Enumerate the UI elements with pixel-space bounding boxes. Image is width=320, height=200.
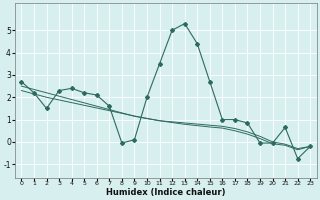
- X-axis label: Humidex (Indice chaleur): Humidex (Indice chaleur): [106, 188, 226, 197]
